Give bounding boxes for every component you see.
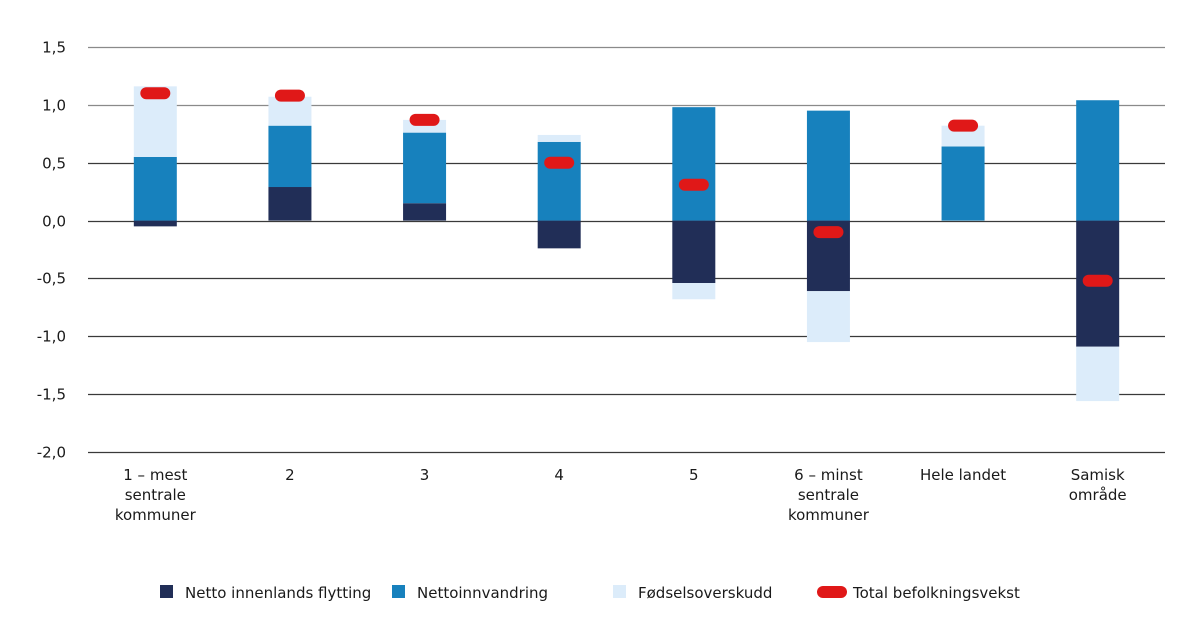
total-growth-marker [544, 156, 575, 169]
legend-swatch [613, 585, 626, 598]
y-tick-label: -1,0 [37, 328, 66, 346]
bar-segment-netto-innenlands-flytting [133, 220, 177, 227]
y-tick-label: 0,5 [42, 155, 66, 173]
total-markers [140, 87, 1113, 287]
total-growth-marker [1082, 274, 1113, 287]
bar-segment-nettoinnvandring [672, 107, 716, 221]
bars [133, 86, 1120, 402]
x-category-label: Samisk område [1069, 466, 1127, 504]
x-category-label: 4 [554, 466, 564, 484]
legend-label: Fødselsoverskudd [638, 584, 772, 602]
total-growth-marker [813, 226, 844, 239]
total-growth-marker [140, 87, 171, 100]
bar-segment-f-dselsoverskudd [537, 134, 581, 142]
legend-label: Total befolkningsvekst [852, 584, 1020, 602]
x-category-label: 3 [420, 466, 430, 484]
y-axis-tick-labels: 1,5 1,0 0,5 0,0 -0,5 -1,0 -1,5 -2,0 [37, 39, 66, 462]
x-category-label: 1 – mest sentrale kommuner [115, 466, 197, 524]
bar-segment-nettoinnvandring [1076, 100, 1120, 221]
bar-segment-f-dselsoverskudd [1076, 346, 1120, 402]
legend-label: Netto innenlands flytting [185, 584, 371, 602]
legend-swatch [160, 585, 173, 598]
y-tick-label: 1,5 [42, 39, 66, 57]
total-growth-marker [678, 178, 709, 191]
bar-segment-netto-innenlands-flytting [672, 220, 716, 284]
gridlines [88, 46, 1165, 454]
legend: Netto innenlands flytting Nettoinnvandrin… [160, 584, 1020, 602]
bar-segment-netto-innenlands-flytting [268, 187, 312, 221]
bar-segment-nettoinnvandring [268, 125, 312, 188]
bar-segment-f-dselsoverskudd [672, 283, 716, 300]
x-category-label: Hele landet [920, 466, 1006, 484]
total-growth-marker [409, 113, 440, 126]
y-tick-label: -2,0 [37, 444, 66, 462]
bar-segment-nettoinnvandring [133, 156, 177, 221]
total-growth-marker [274, 89, 305, 102]
x-category-label: 5 [689, 466, 699, 484]
x-category-label: 2 [285, 466, 295, 484]
bar-segment-netto-innenlands-flytting [403, 203, 447, 221]
y-tick-label: 0,0 [42, 213, 66, 231]
x-category-label: 6 – minst sentrale kommuner [788, 466, 870, 524]
bar-segment-nettoinnvandring [941, 146, 985, 221]
legend-label: Nettoinnvandring [417, 584, 548, 602]
y-tick-label: -1,5 [37, 386, 66, 404]
bar-segment-nettoinnvandring [806, 110, 850, 221]
bar-segment-nettoinnvandring [403, 132, 447, 204]
y-tick-label: -0,5 [37, 270, 66, 288]
y-tick-label: 1,0 [42, 97, 66, 115]
bar-segment-f-dselsoverskudd [806, 291, 850, 343]
legend-marker-total [817, 586, 847, 598]
x-axis-category-labels: 1 – mest sentrale kommuner 2 3 4 5 6 – minst sen… [115, 466, 1127, 524]
bar-segment-netto-innenlands-flytting [537, 220, 581, 249]
bar-segment-nettoinnvandring [537, 141, 581, 221]
total-growth-marker [948, 119, 979, 132]
legend-swatch [392, 585, 405, 598]
